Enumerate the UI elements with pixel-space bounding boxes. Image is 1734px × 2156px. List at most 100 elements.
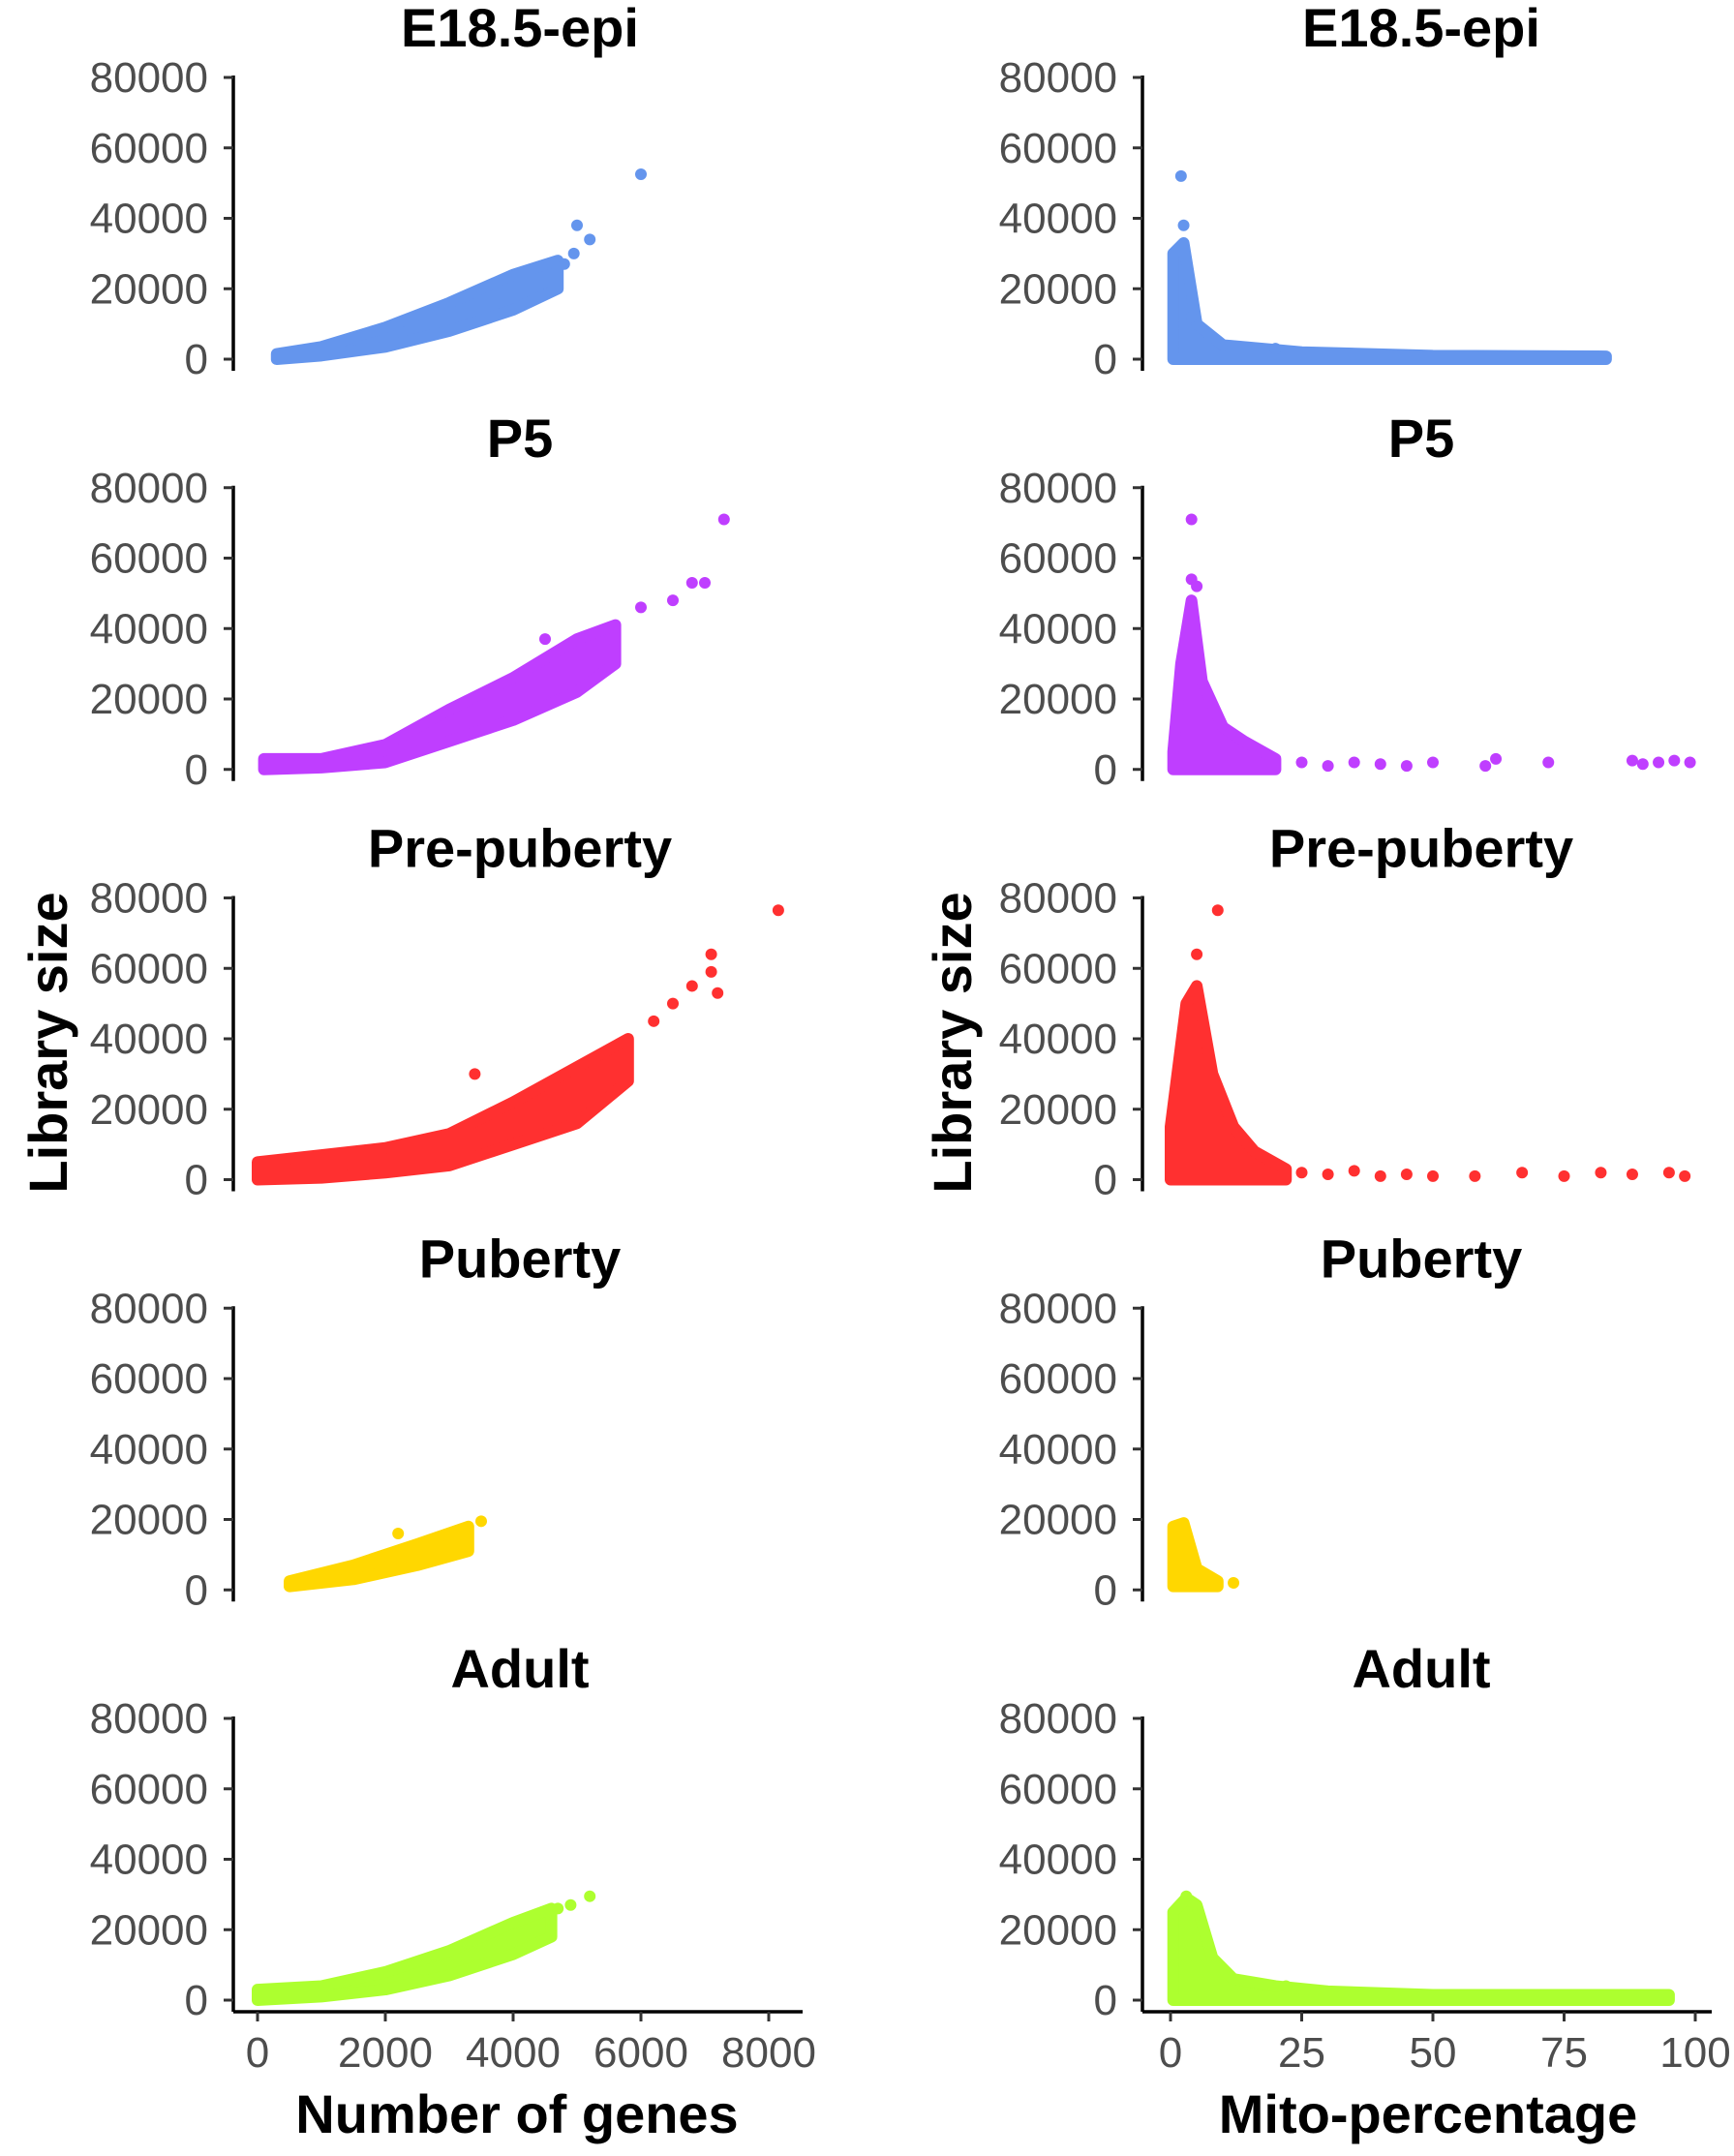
data-point — [1626, 754, 1638, 767]
data-point — [392, 1528, 405, 1540]
data-point — [635, 601, 647, 614]
data-point — [1668, 754, 1681, 767]
panel-title: E18.5-epi — [401, 0, 639, 58]
data-point — [1558, 1169, 1570, 1182]
y-tick-label: 0 — [1094, 1157, 1117, 1204]
data-point — [717, 513, 730, 526]
y-tick-label: 0 — [185, 1977, 208, 2024]
y-tick-label: 0 — [1094, 1566, 1117, 1614]
x-tick-label: 2000 — [338, 2029, 433, 2077]
data-point — [1191, 580, 1203, 592]
data-point — [1322, 760, 1334, 773]
x-tick-label: 25 — [1278, 2029, 1325, 2077]
data-point — [1490, 752, 1503, 765]
y-tick-label: 60000 — [999, 1355, 1117, 1403]
y-tick-label: 20000 — [999, 1086, 1117, 1134]
data-point — [648, 1015, 660, 1027]
y-tick-label: 0 — [1094, 1977, 1117, 2024]
y-tick-label: 80000 — [999, 1285, 1117, 1332]
y-tick-label: 60000 — [90, 1766, 208, 1813]
y-tick-label: 20000 — [90, 676, 208, 723]
y-tick-label: 40000 — [999, 605, 1117, 653]
data-point — [1679, 1169, 1691, 1182]
y-tick-label: 40000 — [999, 1016, 1117, 1063]
y-tick-label: 80000 — [999, 465, 1117, 512]
data-point — [584, 1890, 596, 1902]
data-point — [1662, 1167, 1675, 1179]
y-tick-label: 40000 — [90, 1016, 208, 1063]
y-tick-label: 80000 — [999, 54, 1117, 102]
panel-title: Puberty — [1321, 1228, 1523, 1289]
data-point — [1595, 1167, 1607, 1179]
data-point — [1269, 343, 1282, 355]
x-tick-label: 0 — [246, 2029, 269, 2077]
y-tick-label: 60000 — [90, 535, 208, 583]
data-point — [539, 633, 551, 646]
panel-genes-3: Puberty 0 20000 40000 60000 80000 — [90, 1228, 622, 1614]
y-tick-label: 40000 — [90, 605, 208, 653]
data-point — [1400, 1169, 1413, 1181]
y-tick-label: 80000 — [90, 54, 208, 102]
data-point — [1191, 948, 1203, 960]
y-tick-label: 20000 — [999, 1497, 1117, 1544]
data-point — [1479, 760, 1492, 773]
y-tick-label: 0 — [185, 1566, 208, 1614]
data-point — [712, 987, 724, 999]
y-tick-label: 0 — [185, 746, 208, 794]
data-point — [1348, 756, 1360, 769]
y-tick-label: 40000 — [999, 1426, 1117, 1473]
y-tick-label: 60000 — [90, 945, 208, 992]
data-point — [584, 233, 596, 246]
y-tick-label: 80000 — [999, 1695, 1117, 1743]
data-point — [1177, 219, 1190, 231]
data-point — [1427, 756, 1439, 769]
point-cloud — [252, 1033, 634, 1186]
panel-mito-2: Pre-puberty 0 20000 40000 60000 80000 — [999, 818, 1691, 1204]
data-point — [558, 258, 570, 270]
panel-mito-0: E18.5-epi 0 20000 40000 60000 80000 — [999, 0, 1612, 383]
data-point — [1211, 904, 1224, 917]
data-point — [571, 219, 583, 231]
point-cloud — [1167, 236, 1612, 365]
point-cloud — [270, 255, 564, 365]
panel-title: Pre-puberty — [368, 818, 672, 879]
y-tick-label: 20000 — [999, 676, 1117, 723]
y-tick-label: 80000 — [90, 465, 208, 512]
y-tick-label: 40000 — [90, 1837, 208, 1884]
panel-title: Pre-puberty — [1269, 818, 1573, 879]
y-tick-label: 0 — [1094, 746, 1117, 794]
data-point — [1280, 1980, 1293, 1992]
data-point — [1185, 311, 1198, 323]
data-point — [1542, 756, 1555, 769]
panel-title: E18.5-epi — [1302, 0, 1540, 58]
data-point — [1427, 1169, 1439, 1182]
panel-genes-4: Adult 0 20000 40000 60000 80000 0 2000 4000 6000 8… — [90, 1638, 816, 2077]
y-tick-label: 20000 — [90, 1497, 208, 1544]
data-point — [1174, 169, 1187, 182]
data-point — [1469, 1169, 1481, 1182]
data-point — [1374, 758, 1386, 771]
data-point — [667, 594, 679, 607]
data-point — [1400, 760, 1413, 773]
x-tick-label: 8000 — [721, 2029, 816, 2077]
x-tick-label: 6000 — [593, 2029, 688, 2077]
y-tick-label: 40000 — [999, 196, 1117, 243]
x-tick-label: 4000 — [466, 2029, 561, 2077]
y-tick-label: 40000 — [999, 1837, 1117, 1884]
data-point — [1374, 1169, 1386, 1182]
y-tick-label: 20000 — [90, 1086, 208, 1134]
data-point — [699, 576, 711, 589]
data-point — [667, 997, 679, 1010]
data-point — [1295, 1167, 1308, 1179]
data-point — [1180, 1890, 1193, 1902]
point-cloud — [252, 1902, 558, 2006]
data-point — [772, 904, 784, 917]
y-tick-label: 20000 — [999, 265, 1117, 313]
point-cloud — [284, 1520, 474, 1593]
data-point — [1626, 1169, 1638, 1181]
panel-title: P5 — [487, 408, 554, 469]
point-cloud — [1167, 1892, 1675, 2006]
data-point — [469, 1068, 481, 1080]
y-tick-label: 60000 — [999, 1766, 1117, 1813]
